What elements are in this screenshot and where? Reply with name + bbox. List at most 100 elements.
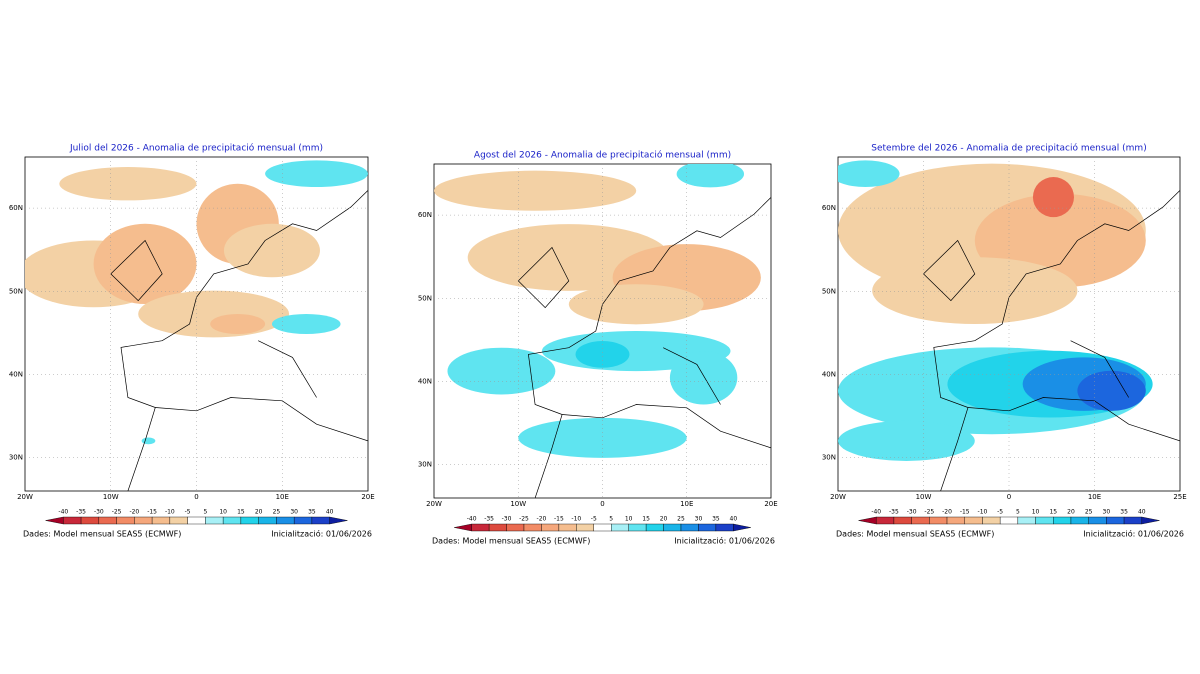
lat-label: 40N (9, 370, 23, 378)
init-date: Inicialització: 01/06/2026 (1083, 529, 1184, 539)
colorbar-label: -10 (165, 509, 175, 516)
coastline (922, 239, 976, 302)
lon-label: 0 (600, 500, 604, 508)
colorbar-box (1017, 516, 1036, 525)
lat-label: 60N (418, 211, 432, 219)
colorbar-box (116, 516, 135, 525)
colorbar-end (733, 523, 751, 532)
colorbar-label: -5 (185, 509, 191, 516)
colorbar-label: 25 (1085, 509, 1093, 516)
anomaly-area (223, 223, 320, 278)
colorbar-box (240, 516, 259, 525)
colorbar-box (1053, 516, 1072, 525)
colorbar-box (523, 523, 542, 532)
colorbar-box (558, 523, 577, 532)
colorbar-box (576, 523, 594, 532)
colorbar-label: 5 (1016, 509, 1020, 516)
lon-label: 20W (830, 493, 846, 501)
colorbar-box (80, 516, 100, 525)
anomaly-area (210, 313, 266, 335)
colorbar-box (715, 523, 734, 532)
coastline (1070, 340, 1130, 398)
anomaly-area (138, 290, 290, 338)
lon-label: 10W (916, 493, 932, 501)
colorbar-box (293, 516, 313, 525)
anomaly-area (838, 420, 975, 461)
lon-label: 20E (361, 493, 374, 501)
colorbar-box (929, 516, 948, 525)
colorbar-box (964, 516, 983, 525)
lat-label: 50N (418, 294, 432, 302)
colorbar-label: 30 (290, 509, 298, 516)
colorbar-label: -30 (502, 516, 512, 523)
colorbar-label: -20 (537, 516, 547, 523)
lat-label: 30N (418, 461, 432, 469)
anomaly-area (838, 160, 900, 188)
lon-label: 25E (1173, 493, 1186, 501)
lat-label: 30N (9, 454, 23, 462)
colorbar-box (593, 523, 612, 532)
coastline (967, 397, 1180, 442)
anomaly-area (669, 351, 738, 405)
colorbar-end (45, 516, 64, 525)
lat-label: 50N (822, 287, 836, 295)
lon-label: 20E (764, 500, 777, 508)
data-source: Dades: Model mensual SEAS5 (ECMWF) (432, 537, 590, 546)
colorbar-label: -40 (871, 509, 881, 516)
colorbar-label: 40 (326, 509, 334, 516)
colorbar-box (151, 516, 171, 525)
colorbar-box (645, 523, 664, 532)
colorbar-box (98, 516, 117, 525)
coastline (517, 246, 570, 309)
colorbar-label: 20 (1067, 509, 1075, 516)
colorbar-box (1035, 516, 1054, 525)
colorbar-box (1088, 516, 1107, 525)
lon-label: 20W (426, 500, 442, 508)
colorbar-box (946, 516, 965, 525)
lat-label: 40N (822, 370, 836, 378)
colorbar-label: 20 (255, 509, 263, 516)
anomaly-area (518, 417, 687, 458)
colorbar-label: -25 (924, 509, 934, 516)
colorbar-box (1106, 516, 1125, 525)
colorbar-label: -5 (591, 516, 597, 523)
lat-label: 60N (822, 204, 836, 212)
colorbar-label: -40 (467, 516, 477, 523)
colorbar-box (169, 516, 188, 525)
colorbar-label: -5 (997, 509, 1003, 516)
colorbar-label: 15 (642, 516, 650, 523)
anomaly-area (447, 347, 556, 395)
colorbar-label: -35 (76, 509, 86, 516)
colorbar-label: -20 (942, 509, 952, 516)
colorbar-box (663, 523, 682, 532)
colorbar-end (1141, 516, 1160, 525)
anomaly-field (25, 160, 368, 491)
coastline (258, 340, 317, 398)
colorbar-label: 15 (1049, 509, 1057, 516)
lat-label: 60N (9, 204, 23, 212)
colorbar-box (1123, 516, 1142, 525)
coastline (663, 347, 721, 405)
colorbar-label: -35 (484, 516, 494, 523)
colorbar-label: 35 (1120, 509, 1128, 516)
lon-label: 10W (510, 500, 526, 508)
colorbar-box (222, 516, 242, 525)
colorbar-label: 30 (1103, 509, 1111, 516)
lon-label: 0 (1007, 493, 1011, 501)
colorbar-box (698, 523, 717, 532)
anomaly-area (265, 160, 368, 188)
colorbar-label: -10 (978, 509, 988, 516)
colorbar-box (876, 516, 895, 525)
colorbar-box (471, 523, 490, 532)
lon-label: 10E (680, 500, 693, 508)
colorbar-box (488, 523, 507, 532)
map-panel: Setembre del 2026 - Anomalia de precipit… (822, 143, 1187, 539)
colorbar-end (329, 516, 348, 525)
anomaly-area (872, 257, 1078, 324)
colorbar-box (628, 523, 647, 532)
colorbar-box (258, 516, 277, 525)
anomaly-area (141, 437, 156, 445)
colorbar-box (541, 523, 560, 532)
anomaly-area (93, 223, 197, 304)
colorbar-box (187, 516, 206, 525)
